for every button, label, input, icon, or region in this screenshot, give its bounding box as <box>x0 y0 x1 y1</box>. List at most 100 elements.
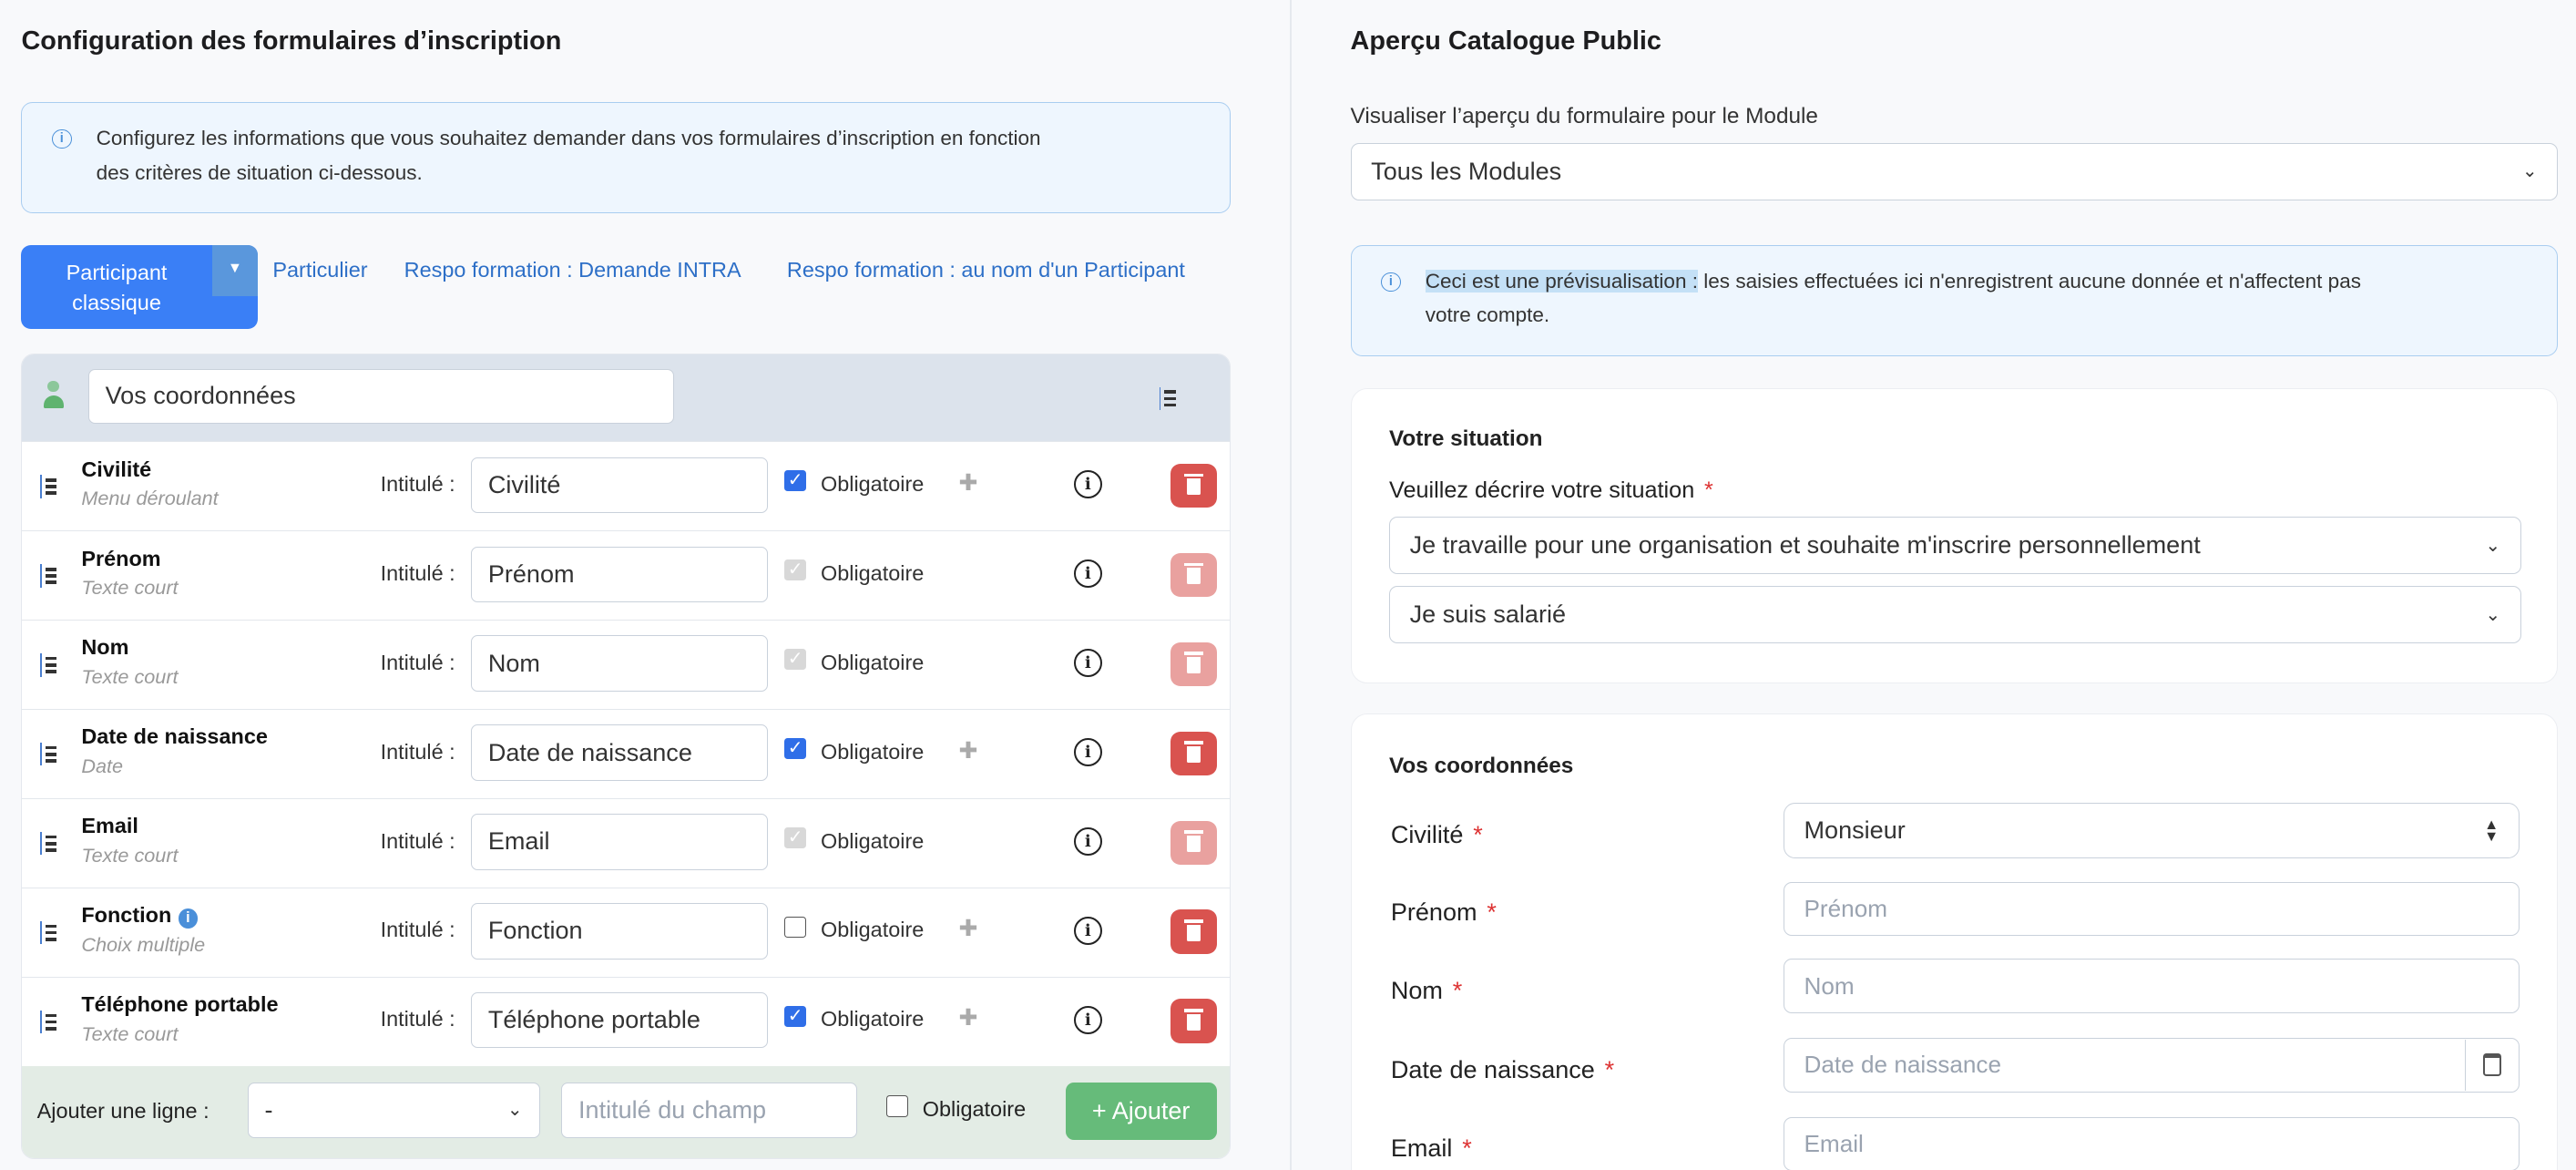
fields-table: Vos coordonnées Civilité Menu déroulant In… <box>21 353 1231 1159</box>
drag-handle-icon[interactable] <box>40 653 57 677</box>
field-type: Date <box>81 754 124 777</box>
intitule-input[interactable]: Civilité <box>470 457 769 513</box>
tab-respo-participant[interactable]: Respo formation : au nom d'un Participan… <box>786 258 1185 282</box>
puzzle-icon[interactable]: ✚ <box>958 1005 978 1031</box>
obligatoire-label: Obligatoire <box>820 650 925 674</box>
drag-handle-icon[interactable] <box>40 832 57 856</box>
nom-label: Nom * <box>1390 977 1463 1005</box>
obligatoire-label: Obligatoire <box>820 1007 925 1031</box>
drag-handle-icon[interactable] <box>40 564 57 588</box>
tab-respo-intra[interactable]: Respo formation : Demande INTRA <box>404 258 741 282</box>
info-circle-icon[interactable]: i <box>1073 916 1102 945</box>
obligatoire-label: Obligatoire <box>820 918 925 942</box>
info-line: des critères de situation ci-dessous. <box>96 160 423 184</box>
config-info-box: i Configurez les informations que vous s… <box>21 101 1231 214</box>
add-row-footer: Ajouter une ligne : - ⌄ Intitulé du champ… <box>22 1065 1230 1158</box>
intitule-label: Intitulé : <box>380 918 455 942</box>
info-circle-icon[interactable]: i <box>1073 648 1102 677</box>
section-header: Vos coordonnées <box>22 354 1230 442</box>
field-row: Nom Texte court Intitulé : Nom ✓ Obligatoire i <box>22 620 1230 709</box>
obligatoire-checkbox[interactable]: ✓ <box>784 559 806 581</box>
field-row: Date de naissance Date Intitulé : Date de n… <box>22 709 1230 798</box>
email-input[interactable]: Email <box>1783 1116 2520 1170</box>
field-row: Fonction i Choix multiple Intitulé : Fonctio… <box>22 888 1230 977</box>
field-name: Email <box>81 814 138 838</box>
select-value: Je travaille pour une organisation et so… <box>1409 531 2201 559</box>
puzzle-icon[interactable]: ✚ <box>958 916 978 942</box>
prenom-input[interactable]: Prénom <box>1783 881 2520 937</box>
add-button[interactable]: + Ajouter <box>1065 1082 1217 1140</box>
status-select[interactable]: Je suis salarié ⌄ <box>1389 586 2521 644</box>
info-badge-icon[interactable]: i <box>178 908 199 929</box>
label-text: Prénom <box>1390 898 1477 926</box>
field-type: Texte court <box>81 575 179 599</box>
situation-select[interactable]: Je travaille pour une organisation et so… <box>1389 517 2521 575</box>
intitule-input[interactable]: Téléphone portable <box>470 992 769 1049</box>
chevron-down-icon: ⌄ <box>506 1100 523 1121</box>
info-line: Configurez les informations que vous sou… <box>96 126 1041 149</box>
obligatoire-checkbox[interactable]: ✓ <box>784 826 806 849</box>
obligatoire-checkbox[interactable] <box>886 1095 908 1117</box>
module-select[interactable]: Tous les Modules ⌄ <box>1350 142 2559 201</box>
field-type: Texte court <box>81 1021 179 1045</box>
chevron-down-icon: ⌄ <box>2521 161 2538 182</box>
intitule-input[interactable]: Date de naissance <box>470 724 769 781</box>
updown-icon: ▲ ▼ <box>2484 816 2499 845</box>
field-row: Email Texte court Intitulé : Email ✓ Obligato… <box>22 798 1230 888</box>
obligatoire-checkbox[interactable]: ✓ <box>784 737 806 760</box>
tab-particulier[interactable]: Particulier <box>272 258 368 282</box>
section-title-input[interactable]: Vos coordonnées <box>87 368 675 424</box>
prenom-label: Prénom * <box>1390 898 1497 926</box>
obligatoire-checkbox[interactable]: ✓ <box>784 470 806 492</box>
drag-handle-icon[interactable] <box>40 743 57 766</box>
preview-rest: les saisies effectuées ici n'enregistren… <box>1698 269 2362 292</box>
intitule-input[interactable]: Email <box>470 814 769 870</box>
civilite-select[interactable]: Monsieur ▲ ▼ <box>1783 803 2520 859</box>
obligatoire-checkbox[interactable]: ✓ <box>784 1005 806 1028</box>
drag-handle-icon[interactable] <box>40 1011 57 1034</box>
field-name-text: Prénom <box>81 546 161 570</box>
field-type-select[interactable]: - ⌄ <box>247 1082 540 1139</box>
field-name: Fonction i <box>81 903 199 929</box>
chevron-down-icon: ⌄ <box>2485 535 2501 556</box>
puzzle-icon[interactable]: ✚ <box>958 737 978 764</box>
delete-button[interactable] <box>1170 552 1217 598</box>
drag-handle-icon[interactable] <box>40 921 57 945</box>
info-circle-icon[interactable]: i <box>1073 470 1102 499</box>
intitule-input[interactable]: Prénom <box>470 546 769 602</box>
calendar-icon[interactable] <box>2465 1039 2519 1091</box>
delete-button[interactable] <box>1170 820 1217 866</box>
delete-button[interactable] <box>1170 999 1217 1044</box>
intitule-input[interactable]: Nom <box>470 635 769 692</box>
field-name-text: Date de naissance <box>81 724 268 749</box>
label-text: Nom <box>1390 977 1443 1005</box>
intitule-input[interactable]: Fonction <box>470 903 769 960</box>
sort-icon[interactable] <box>1159 386 1176 411</box>
config-title: Configuration des formulaires d’inscript… <box>21 26 562 56</box>
coords-card: Vos coordonnées Civilité * Monsieur ▲ ▼ Pré… <box>1350 713 2559 1170</box>
user-icon <box>43 380 64 410</box>
obligatoire-checkbox[interactable] <box>784 916 806 939</box>
label-text: Date de naissance <box>1390 1055 1595 1083</box>
nom-input[interactable]: Nom <box>1783 959 2520 1013</box>
delete-button[interactable] <box>1170 463 1217 508</box>
drag-handle-icon[interactable] <box>40 475 57 498</box>
tab-dropdown-caret-icon[interactable]: ▼ <box>211 244 259 296</box>
intitule-label: Intitulé : <box>380 650 455 674</box>
delete-button[interactable] <box>1170 731 1217 776</box>
delete-button[interactable] <box>1170 641 1217 687</box>
obligatoire-checkbox[interactable]: ✓ <box>784 648 806 671</box>
add-row-label: Ajouter une ligne : <box>36 1098 210 1123</box>
coords-title: Vos coordonnées <box>1389 754 1574 779</box>
info-circle-icon[interactable]: i <box>1073 826 1102 856</box>
info-circle-icon[interactable]: i <box>1073 737 1102 766</box>
field-name-text: Email <box>81 814 138 838</box>
delete-button[interactable] <box>1170 909 1217 955</box>
info-circle-icon[interactable]: i <box>1073 559 1102 588</box>
date-input[interactable]: Date de naissance <box>1783 1038 2520 1093</box>
field-label-input[interactable]: Intitulé du champ <box>561 1082 857 1139</box>
field-name: Téléphone portable <box>81 992 278 1017</box>
info-circle-icon[interactable]: i <box>1073 1005 1102 1034</box>
tab-participant-classique[interactable]: Participant classique ▼ <box>21 244 259 329</box>
puzzle-icon[interactable]: ✚ <box>958 469 978 496</box>
